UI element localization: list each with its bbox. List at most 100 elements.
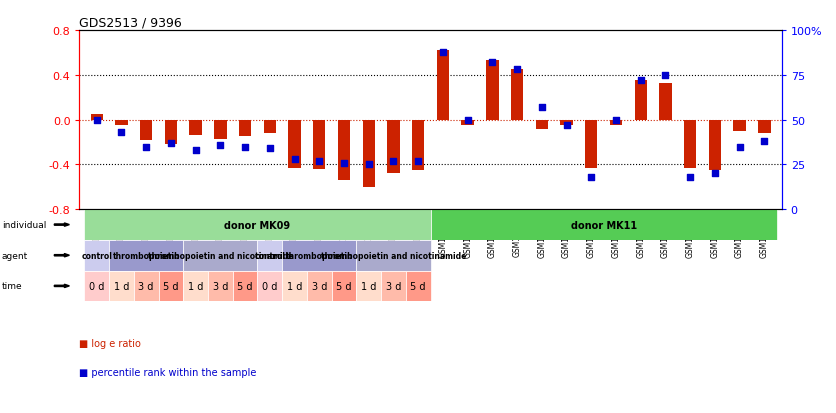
Text: 3 d: 3 d <box>312 281 327 291</box>
Bar <box>635 81 647 120</box>
Text: control: control <box>254 251 285 260</box>
Bar <box>381 271 405 301</box>
Bar <box>560 120 573 126</box>
Bar <box>758 120 771 134</box>
Point <box>337 160 350 166</box>
Point <box>164 140 177 147</box>
Point <box>313 158 326 165</box>
Point <box>387 158 400 165</box>
Bar <box>332 271 356 301</box>
Point <box>411 158 425 165</box>
Point <box>189 147 202 154</box>
Bar <box>660 83 671 120</box>
Point <box>288 157 301 163</box>
Bar <box>214 120 227 139</box>
Text: 1 d: 1 d <box>287 281 303 291</box>
Bar <box>190 120 201 136</box>
Text: time: time <box>2 282 23 291</box>
Bar <box>183 240 257 271</box>
Text: 5 d: 5 d <box>410 281 426 291</box>
Bar <box>684 120 696 169</box>
Point <box>733 144 747 150</box>
Bar <box>733 120 746 131</box>
Bar <box>165 120 177 145</box>
Bar <box>436 51 449 120</box>
Text: 5 d: 5 d <box>237 281 252 291</box>
Text: 3 d: 3 d <box>212 281 228 291</box>
Text: donor MK09: donor MK09 <box>224 220 291 230</box>
Point <box>634 78 647 84</box>
Point <box>486 60 499 66</box>
Text: 0 d: 0 d <box>263 281 278 291</box>
Bar <box>461 120 474 126</box>
Text: agent: agent <box>2 251 28 260</box>
Point <box>511 67 524 74</box>
Text: 5 d: 5 d <box>163 281 179 291</box>
Bar <box>183 271 208 301</box>
Bar <box>338 120 350 181</box>
Point <box>535 104 548 111</box>
Bar <box>109 240 183 271</box>
Bar <box>283 271 307 301</box>
Bar <box>257 271 283 301</box>
Bar <box>363 120 375 188</box>
Text: ■ log e ratio: ■ log e ratio <box>79 338 141 348</box>
Point <box>140 144 153 150</box>
Bar <box>511 70 523 120</box>
Text: 0 d: 0 d <box>89 281 104 291</box>
Text: donor MK11: donor MK11 <box>570 220 637 230</box>
Point <box>238 144 252 150</box>
Bar <box>84 271 109 301</box>
Bar <box>239 120 252 137</box>
Point <box>115 130 128 136</box>
Bar <box>84 240 109 271</box>
Point <box>214 142 227 149</box>
Bar <box>288 120 301 169</box>
Point <box>609 117 623 123</box>
Point <box>757 138 771 145</box>
Bar <box>263 120 276 134</box>
Point <box>659 72 672 79</box>
Bar <box>709 120 721 171</box>
Text: thrombopoietin: thrombopoietin <box>112 251 180 260</box>
Bar <box>90 115 103 120</box>
Bar <box>356 271 381 301</box>
Text: 5 d: 5 d <box>336 281 352 291</box>
Text: individual: individual <box>2 221 46 230</box>
Text: thrombopoietin and nicotinamide: thrombopoietin and nicotinamide <box>321 251 466 260</box>
Bar <box>431 210 777 240</box>
Bar <box>283 240 356 271</box>
Text: thrombopoietin: thrombopoietin <box>286 251 353 260</box>
Bar <box>84 210 431 240</box>
Point <box>584 174 598 181</box>
Point <box>708 171 721 177</box>
Bar <box>109 271 134 301</box>
Bar <box>387 120 400 174</box>
Point <box>90 117 104 123</box>
Point <box>684 174 697 181</box>
Bar <box>609 120 622 126</box>
Bar <box>314 120 325 169</box>
Bar <box>412 120 425 171</box>
Text: GDS2513 / 9396: GDS2513 / 9396 <box>79 17 182 30</box>
Point <box>436 49 450 56</box>
Bar <box>585 120 598 169</box>
Bar <box>134 271 159 301</box>
Text: 1 d: 1 d <box>114 281 129 291</box>
Bar <box>115 120 128 126</box>
Point <box>263 146 277 152</box>
Bar <box>140 120 152 140</box>
Bar <box>487 61 498 120</box>
Bar <box>232 271 257 301</box>
Text: thrombopoietin and nicotinamide: thrombopoietin and nicotinamide <box>148 251 293 260</box>
Text: control: control <box>81 251 112 260</box>
Point <box>560 122 573 129</box>
Point <box>362 162 375 169</box>
Bar <box>536 120 548 129</box>
Text: 1 d: 1 d <box>188 281 203 291</box>
Text: 3 d: 3 d <box>139 281 154 291</box>
Point <box>461 117 474 123</box>
Bar <box>208 271 232 301</box>
Text: 1 d: 1 d <box>361 281 376 291</box>
Text: 3 d: 3 d <box>385 281 401 291</box>
